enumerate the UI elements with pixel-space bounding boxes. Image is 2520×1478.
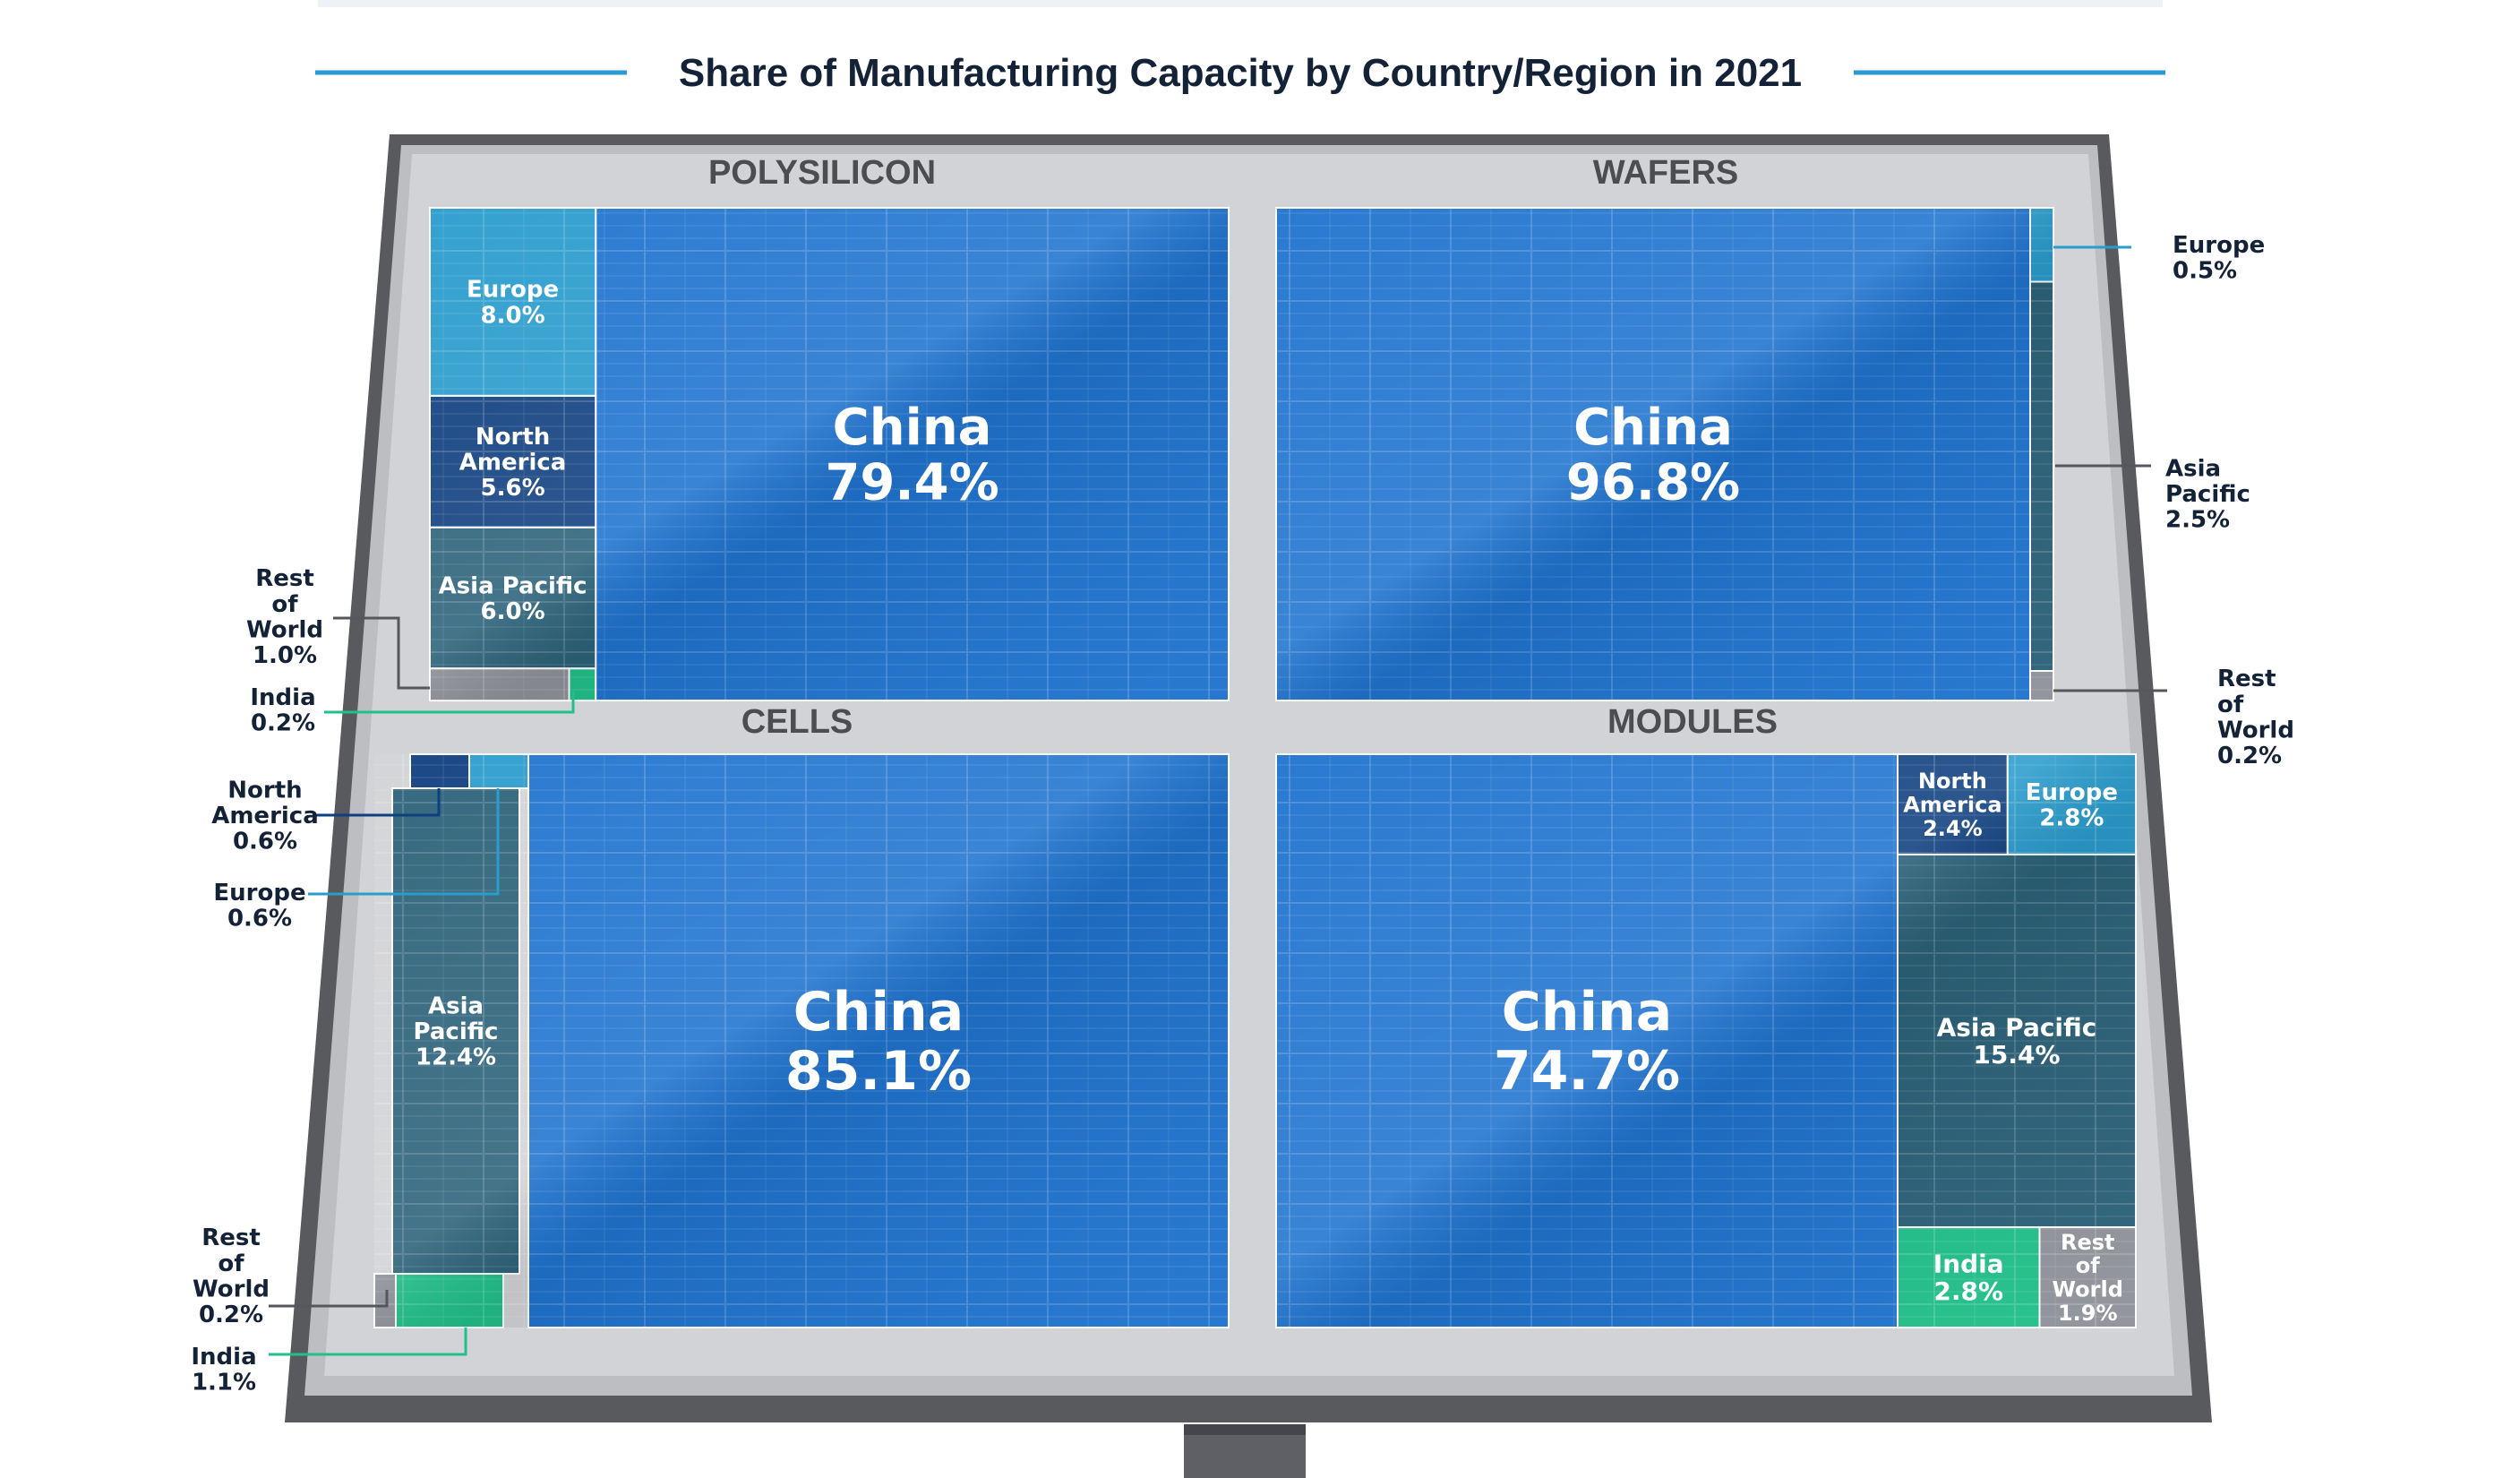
callout-cells-rest-of-world: Rest of World 0.2% [193,1225,270,1328]
panel-sheen-modules [1276,754,2136,1328]
treemap-labels: China 79.4% China 96.8% China 85.1% China 74.7%… [191,232,2294,1396]
label-modules-china: China 74.7% [1494,981,1680,1103]
label-modules-north-america: North America 2.4% [1903,769,2001,841]
label-polysilicon-north-america: North America 5.6% [459,424,567,502]
panel-label-polysilicon: POLYSILICON [708,154,936,192]
label-modules-europe: Europe 2.8% [2026,779,2118,832]
leader-line-polysilicon-india [324,692,575,714]
callout-wafers-asia-pacific: Asia Pacific 2.5% [2165,456,2250,534]
callout-polysilicon-rest-of-world: Rest of World 1.0% [246,565,323,669]
panel-label-modules: MODULES [1607,703,1778,741]
label-polysilicon-china: China 79.4% [825,399,999,512]
label-wafers-china: China 96.8% [1566,399,1740,512]
panel-sheen-polysilicon [430,208,1229,700]
label-cells-china: China 85.1% [785,981,972,1103]
panel-texture-overlay [374,208,2136,1328]
leader-line-cells-rest-of-world [269,1290,389,1308]
top-strip [318,0,2163,7]
callout-polysilicon-india: India 0.2% [250,684,315,737]
panel-sheen-cells [374,754,1229,1328]
label-polysilicon-europe: Europe 8.0% [467,277,559,330]
label-modules-rest-of-world: Rest of World 1.9% [2053,1230,2123,1326]
leader-line-cells-europe [308,788,500,896]
panel-stand-shadow [1184,1424,1306,1435]
panel-label-wafers: WAFERS [1593,154,1739,192]
callout-wafers-europe: Europe 0.5% [2173,232,2265,285]
leader-line-polysilicon-rest-of-world [333,616,430,690]
panel-label-cells: CELLS [741,703,853,741]
leader-line-cells-india [269,1328,467,1356]
callout-wafers-rest-of-world: Rest of World 0.2% [2217,666,2294,769]
panel-sheen-wafers [1276,208,2053,700]
chart-title: Share of Manufacturing Capacity by Count… [679,51,1802,95]
callout-cells-north-america: North America 0.6% [211,778,319,855]
label-cells-asia-pacific: Asia Pacific 12.4% [414,993,499,1071]
leader-line-cells-north-america [313,788,441,817]
callout-cells-europe: Europe 0.6% [213,880,305,932]
label-polysilicon-asia-pacific: Asia Pacific 6.0% [439,572,587,625]
callout-cells-india: India 1.1% [191,1344,256,1396]
label-modules-asia-pacific: Asia Pacific 15.4% [1937,1012,2097,1070]
label-modules-india: India 2.8% [1933,1249,2004,1306]
